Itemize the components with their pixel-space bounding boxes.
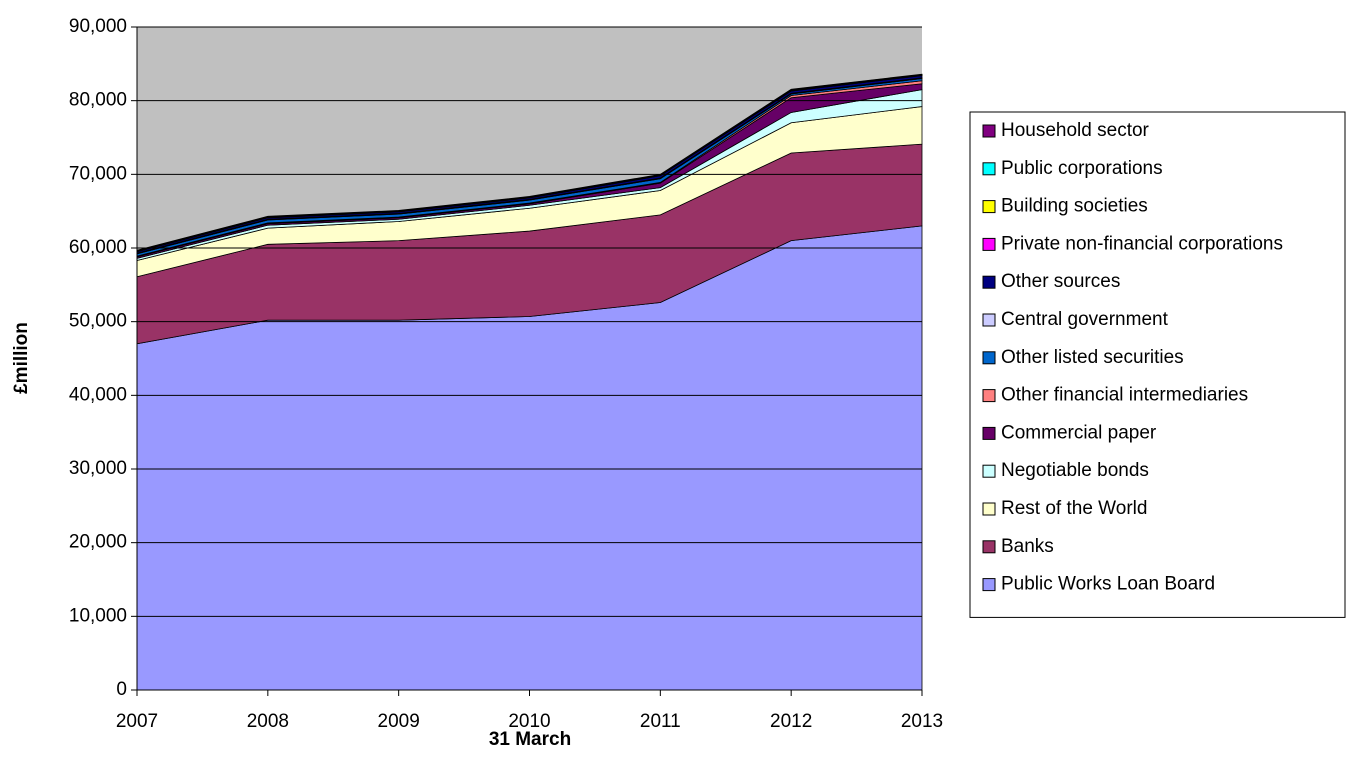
legend-swatch	[982, 162, 996, 176]
area	[136, 73, 923, 252]
legend-swatch	[982, 200, 996, 214]
legend-swatch	[982, 464, 996, 478]
legend-swatch	[982, 351, 996, 365]
y-tick-label: 80,000	[69, 90, 127, 111]
legend-label: Public Works Loan Board	[1001, 574, 1215, 595]
x-tick-label: 2010	[508, 711, 550, 732]
x-axis-title: 31 March	[489, 729, 571, 750]
legend-swatch	[982, 389, 996, 403]
legend-label: Negotiable bonds	[1001, 460, 1149, 481]
y-tick-label: 70,000	[69, 163, 127, 184]
y-tick-label: 60,000	[69, 237, 127, 258]
legend-label: Rest of the World	[1001, 498, 1147, 519]
legend-label: Household sector	[1001, 120, 1150, 141]
y-tick-label: 40,000	[69, 384, 127, 405]
y-tick-label: 50,000	[69, 311, 127, 332]
legend-label: Other financial intermediaries	[1001, 385, 1248, 406]
x-tick-label: 2011	[640, 711, 681, 732]
legend-swatch	[982, 426, 996, 440]
legend-swatch	[982, 578, 996, 592]
legend-label: Other listed securities	[1001, 347, 1184, 368]
legend-swatch	[982, 275, 996, 289]
legend-box	[969, 111, 1346, 618]
y-tick-label: 30,000	[69, 458, 127, 479]
legend-label: Building societies	[1001, 196, 1148, 217]
legend-label: Private non-financial corporations	[1001, 233, 1283, 254]
legend-swatch	[982, 540, 996, 554]
legend-swatch	[982, 237, 996, 251]
x-tick-label: 2013	[901, 711, 943, 732]
legend-label: Commercial paper	[1001, 422, 1157, 443]
y-tick-label: 10,000	[69, 605, 127, 626]
legend-label: Central government	[1001, 309, 1169, 330]
x-tick-label: 2009	[378, 711, 420, 732]
y-tick-label: 0	[116, 679, 127, 700]
legend-swatch	[982, 502, 996, 516]
x-tick-label: 2012	[770, 711, 812, 732]
legend-swatch	[982, 313, 996, 327]
y-axis-title: £million	[11, 322, 32, 394]
y-tick-label: 90,000	[69, 16, 127, 37]
legend-label: Other sources	[1001, 271, 1120, 292]
legend-label: Banks	[1001, 536, 1054, 557]
x-tick-label: 2007	[116, 711, 158, 732]
legend-swatch	[982, 124, 996, 138]
x-tick-label: 2008	[247, 711, 289, 732]
y-tick-label: 20,000	[69, 532, 127, 553]
legend-label: Public corporations	[1001, 158, 1163, 179]
